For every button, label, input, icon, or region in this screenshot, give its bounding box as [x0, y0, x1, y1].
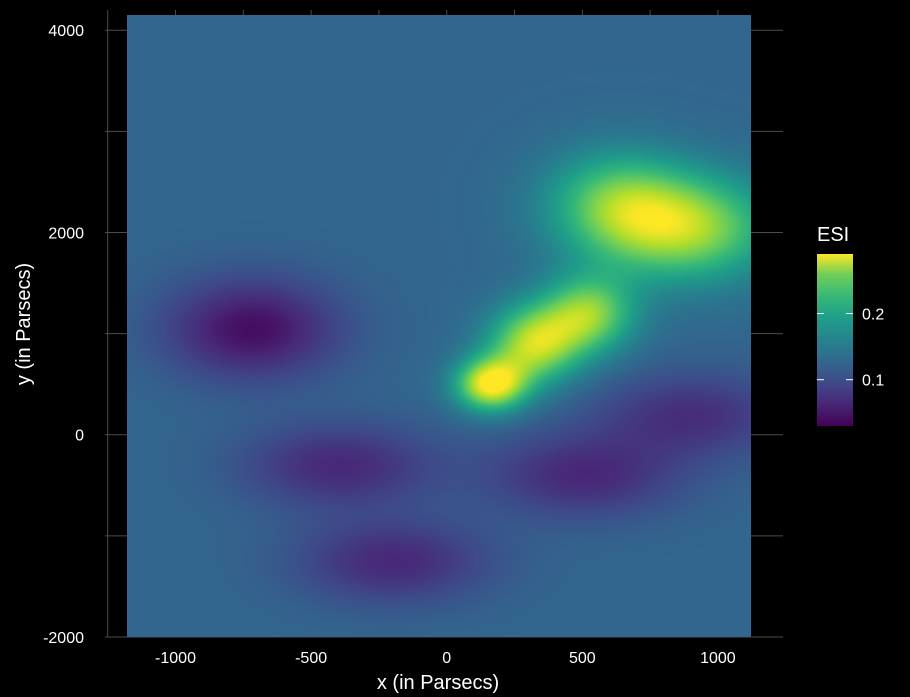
y-tick-label: 2000	[48, 225, 84, 242]
x-tick-label: 1000	[700, 650, 736, 667]
y-axis-title: y (in Parsecs)	[13, 263, 35, 385]
y-tick-label: 0	[75, 428, 84, 445]
legend: ESI 0.1 0.2	[817, 224, 884, 426]
y-tick-label: -2000	[43, 630, 84, 647]
x-tick-label: 0	[442, 650, 451, 667]
x-axis-ticks: -1000 -500 0 500 1000	[155, 650, 736, 667]
y-tick-label: 4000	[48, 23, 84, 40]
heatmap-raster	[126, 15, 751, 638]
legend-breaks: 0.1 0.2	[817, 307, 884, 390]
legend-break-label: 0.1	[862, 373, 884, 390]
x-axis-title: x (in Parsecs)	[377, 672, 499, 694]
y-axis-ticks: -2000 0 2000 4000	[43, 23, 84, 647]
x-tick-label: -500	[295, 650, 327, 667]
x-tick-label: -1000	[155, 650, 196, 667]
x-tick-label: 500	[569, 650, 596, 667]
legend-break-label: 0.2	[862, 307, 884, 324]
heatmap-raster-container	[126, 15, 751, 638]
heatmap-layer	[126, 15, 751, 638]
legend-title: ESI	[817, 224, 849, 246]
legend-colorbar	[817, 254, 853, 426]
